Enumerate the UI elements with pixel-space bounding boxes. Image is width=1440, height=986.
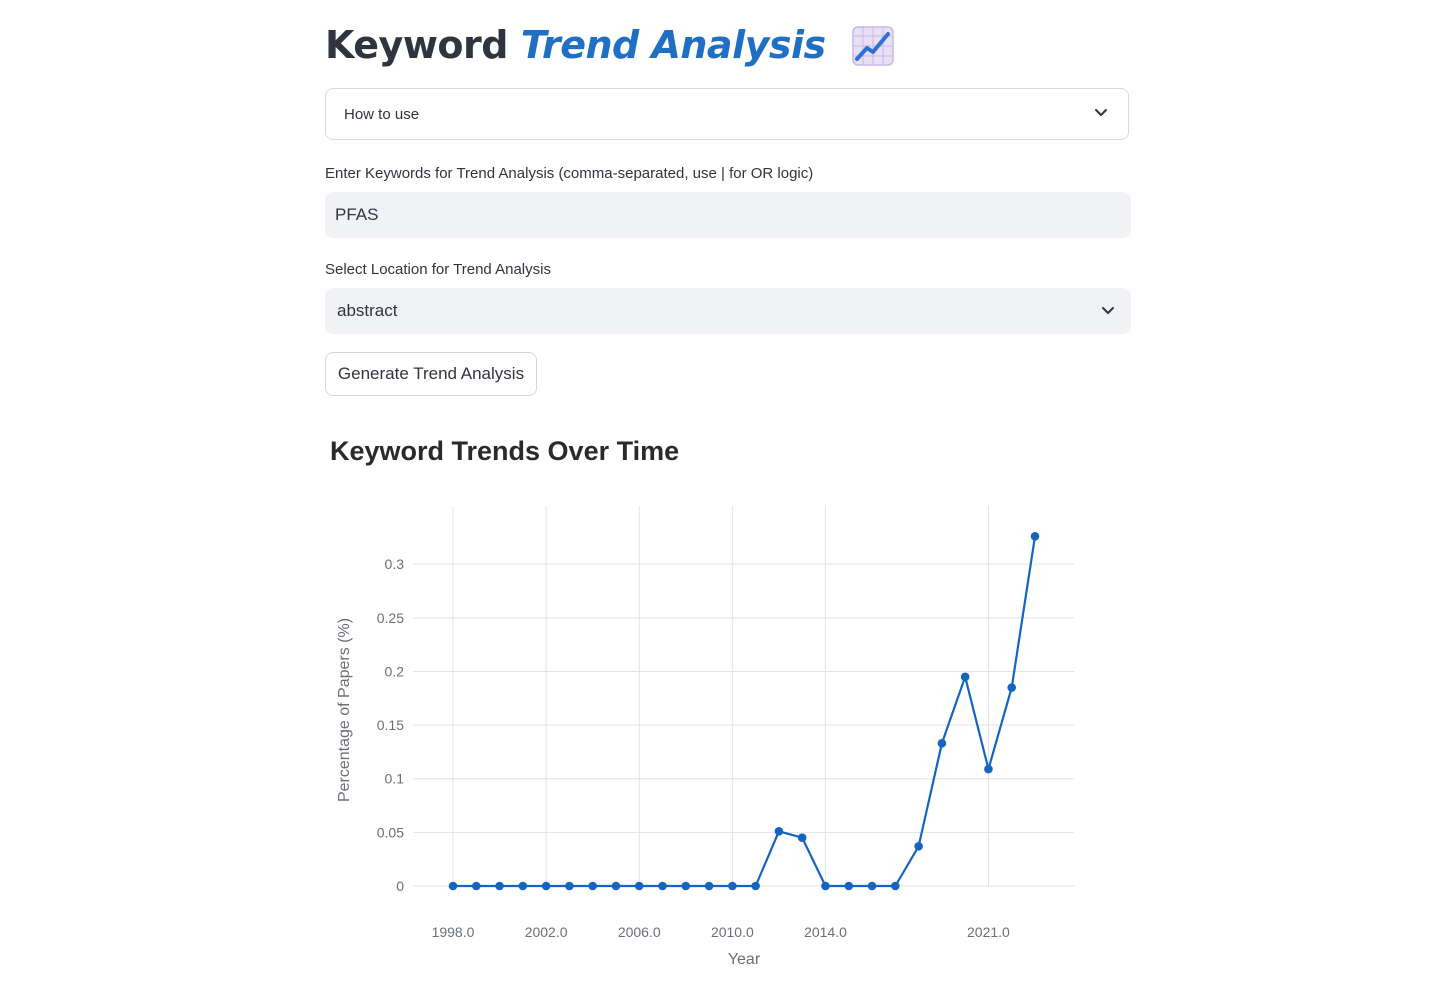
x-tick-label: 2006.0: [618, 924, 661, 940]
data-point: [448, 881, 458, 891]
y-tick-label: 0.15: [377, 717, 404, 733]
data-point: [541, 881, 551, 891]
data-point: [518, 881, 528, 891]
data-point: [984, 764, 993, 774]
expander-label: How to use: [344, 106, 420, 123]
x-tick-label: 2010.0: [711, 924, 754, 940]
y-tick-label: 0: [396, 878, 404, 894]
x-tick-label: 2002.0: [525, 924, 568, 940]
data-point: [611, 881, 621, 891]
page-title-plain: Keyword: [325, 23, 508, 67]
y-tick-label: 0.2: [385, 663, 405, 679]
chart-increasing-icon: [852, 26, 895, 66]
y-axis-label: Percentage of Papers (%): [336, 618, 353, 802]
x-axis-label: Year: [728, 951, 761, 968]
data-point: [728, 881, 737, 891]
data-point: [867, 881, 877, 891]
data-point: [588, 881, 597, 891]
chart-title: Keyword Trends Over Time: [330, 436, 679, 466]
data-point: [495, 881, 504, 891]
data-point: [634, 881, 644, 891]
x-tick-label: 1998.0: [432, 924, 475, 940]
x-tick-label: 2021.0: [967, 924, 1010, 940]
chevron-down-icon: [1095, 109, 1107, 116]
chevron-down-icon: [1102, 307, 1114, 314]
y-tick-label: 0.25: [377, 610, 404, 626]
page-title-accent: Trend Analysis: [520, 23, 826, 67]
data-point: [797, 833, 807, 843]
data-point: [471, 881, 481, 891]
data-point: [891, 881, 900, 891]
y-tick-label: 0.05: [377, 824, 404, 840]
keywords-input[interactable]: [325, 192, 1131, 238]
data-point: [565, 881, 574, 891]
keywords-label: Enter Keywords for Trend Analysis (comma…: [325, 165, 814, 182]
data-point: [774, 826, 784, 836]
how-to-use-expander[interactable]: How to use: [325, 88, 1129, 140]
y-tick-label: 0.3: [385, 556, 405, 572]
series-line: [453, 536, 1037, 888]
y-tick-label: 0.1: [385, 771, 405, 787]
data-point: [914, 842, 923, 851]
data-point: [681, 881, 691, 891]
x-tick-label: 2014.0: [804, 924, 847, 940]
data-point: [704, 881, 714, 891]
data-point: [821, 881, 830, 891]
generate-trend-analysis-button[interactable]: Generate Trend Analysis: [325, 352, 537, 396]
location-selected-value: abstract: [337, 301, 398, 320]
data-point: [960, 672, 970, 682]
data-point: [1030, 531, 1040, 541]
data-point: [844, 881, 854, 891]
data-point: [751, 881, 760, 891]
page-title: Keyword Trend Analysis: [325, 18, 895, 72]
data-point: [937, 739, 947, 748]
location-label: Select Location for Trend Analysis: [325, 261, 551, 278]
data-point: [1007, 683, 1017, 692]
location-select[interactable]: abstract: [325, 288, 1131, 334]
data-point: [658, 881, 667, 891]
